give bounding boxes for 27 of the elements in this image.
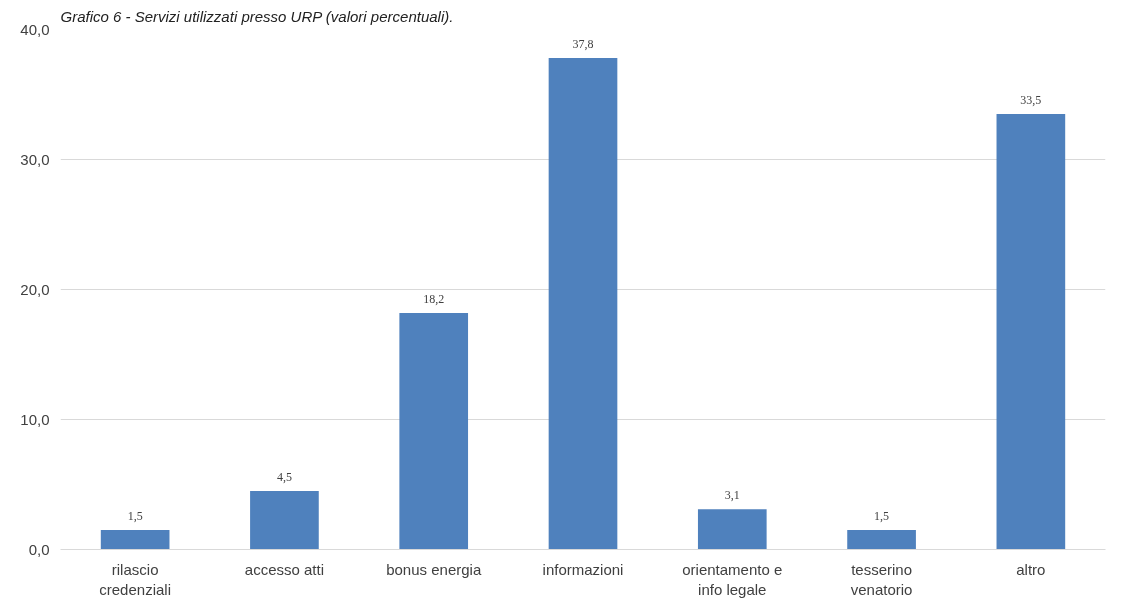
bar	[996, 114, 1066, 550]
x-tick-label: rilascio credenziali	[99, 560, 172, 598]
data-label: 3,1	[724, 488, 740, 503]
bar	[548, 58, 618, 550]
bar	[697, 509, 767, 550]
bar	[100, 530, 170, 550]
x-tick-label: accesso atti	[244, 560, 325, 578]
data-label: 18,2	[423, 291, 445, 306]
data-label: 1,5	[127, 509, 143, 523]
x-tick-label: altro	[1016, 560, 1046, 578]
y-tick-label: 30,0	[20, 150, 50, 168]
x-tick-label: informazioni	[542, 560, 624, 578]
y-tick-label: 40,0	[20, 20, 50, 38]
bar	[399, 312, 469, 550]
y-tick-label: 10,0	[20, 410, 50, 428]
data-label: 4,5	[276, 470, 292, 484]
x-tick-label: orientamento e info legale	[682, 560, 783, 598]
x-tick-label: tesserino venatorio	[850, 560, 913, 598]
data-label: 37,8	[572, 37, 594, 52]
bar	[847, 530, 916, 550]
y-tick-label: 20,0	[20, 280, 50, 298]
chart-title: Grafico 6 - Servizi utilizzati presso URP (valori percentuali).	[60, 7, 454, 25]
bar	[250, 491, 319, 550]
x-tick-label: bonus energia	[386, 560, 482, 578]
y-tick-label: 0,0	[28, 540, 50, 558]
data-label: 33,5	[1020, 93, 1042, 107]
data-label: 1,5	[874, 509, 890, 523]
